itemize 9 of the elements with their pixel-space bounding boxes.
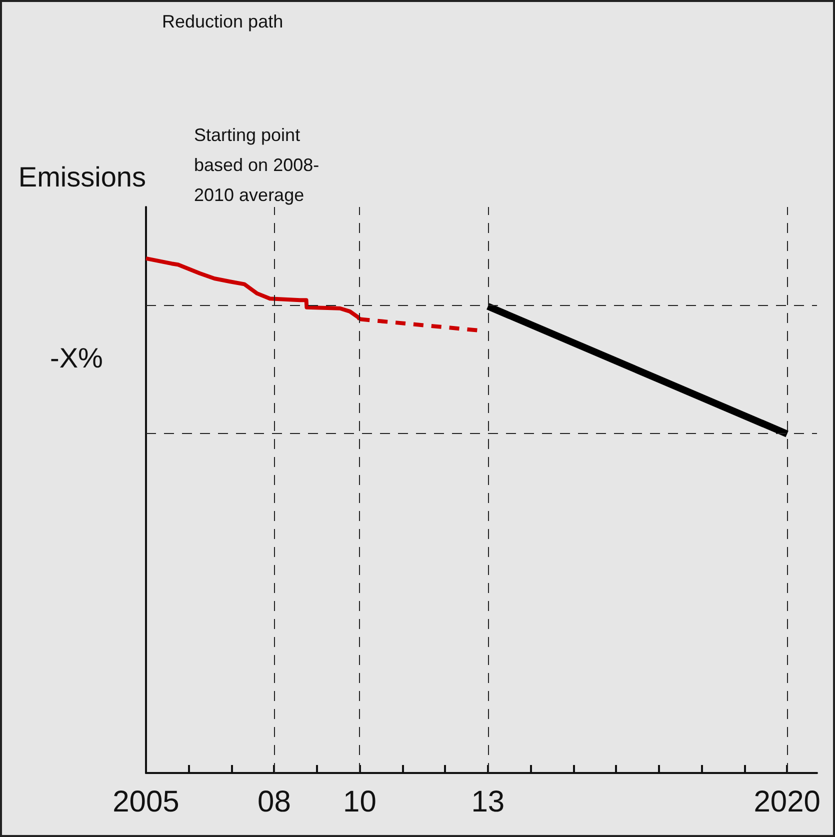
text: Reduction path [162,12,284,32]
x-tick-label: 2020 [754,786,820,818]
x-tick-label: 13 [471,786,505,818]
text: Starting point based on 2008- 2010 average [194,125,320,205]
y-axis-title: Emissions [18,162,146,192]
x-tick-label: 10 [343,786,376,818]
x-tick-label: 08 [258,786,291,818]
text: -X% [50,342,103,374]
x-tick-label: 2005 [112,786,180,818]
